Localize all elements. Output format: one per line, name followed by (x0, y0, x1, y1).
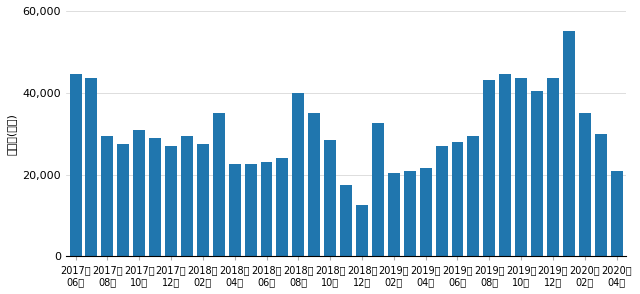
Bar (197, 144, 209, 256)
Bar (563, 31, 575, 256)
Bar (420, 168, 431, 256)
Bar (260, 162, 273, 256)
Bar (483, 81, 495, 256)
Bar (467, 136, 479, 256)
Bar (86, 78, 97, 256)
Bar (133, 130, 145, 256)
Bar (276, 158, 289, 256)
Bar (356, 205, 368, 256)
Bar (149, 138, 161, 256)
Bar (308, 113, 320, 256)
Y-axis label: 거래량(건수): 거래량(건수) (7, 113, 17, 155)
Bar (244, 164, 257, 256)
Bar (436, 146, 447, 256)
Bar (372, 123, 384, 256)
Bar (388, 173, 400, 256)
Bar (547, 78, 559, 256)
Bar (452, 142, 463, 256)
Bar (324, 140, 336, 256)
Bar (213, 113, 225, 256)
Bar (70, 74, 81, 256)
Bar (181, 136, 193, 256)
Bar (228, 164, 241, 256)
Bar (404, 171, 416, 256)
Bar (531, 91, 543, 256)
Bar (292, 93, 304, 256)
Bar (611, 171, 623, 256)
Bar (515, 78, 527, 256)
Bar (579, 113, 591, 256)
Bar (595, 134, 607, 256)
Bar (165, 146, 177, 256)
Bar (499, 74, 511, 256)
Bar (101, 136, 113, 256)
Bar (340, 185, 352, 256)
Bar (117, 144, 129, 256)
